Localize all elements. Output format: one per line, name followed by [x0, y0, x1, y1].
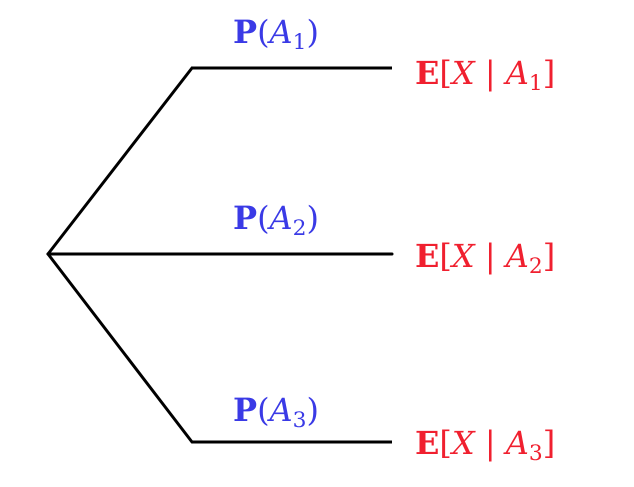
expectation-label-branch-2: E[X | A2]	[415, 237, 556, 277]
exp-subscript: 2	[528, 254, 543, 280]
exp-variable: X	[451, 424, 475, 462]
prob-close: )	[306, 13, 319, 51]
exp-subscript: 3	[528, 441, 543, 467]
exp-close: ]	[542, 237, 556, 275]
expectation-label-branch-1: E[X | A1]	[415, 54, 556, 94]
exp-open: [	[439, 237, 452, 275]
exp-function: E	[415, 424, 440, 462]
prob-open: (	[257, 13, 270, 51]
exp-separator: |	[474, 237, 506, 275]
exp-open: [	[439, 54, 452, 92]
exp-function: E	[415, 237, 440, 275]
prob-function: P	[233, 199, 258, 237]
prob-event: A	[269, 391, 293, 429]
exp-event: A	[505, 424, 529, 462]
prob-close: )	[306, 199, 319, 237]
exp-close: ]	[542, 54, 556, 92]
prob-subscript: 1	[292, 30, 307, 56]
exp-separator: |	[474, 54, 506, 92]
probability-label-branch-3: P(A3)	[233, 391, 319, 431]
exp-function: E	[415, 54, 440, 92]
branch-1-diagonal	[46, 66, 194, 256]
prob-open: (	[257, 199, 270, 237]
prob-close: )	[306, 391, 319, 429]
exp-variable: X	[451, 237, 475, 275]
expectation-label-branch-3: E[X | A3]	[415, 424, 556, 464]
exp-subscript: 1	[528, 71, 543, 97]
prob-function: P	[233, 13, 258, 51]
prob-function: P	[233, 391, 258, 429]
exp-close: ]	[542, 424, 556, 462]
exp-event: A	[505, 54, 529, 92]
exp-event: A	[505, 237, 529, 275]
prob-event: A	[269, 199, 293, 237]
exp-open: [	[439, 424, 452, 462]
probability-label-branch-2: P(A2)	[233, 199, 319, 239]
prob-event: A	[269, 13, 293, 51]
exp-variable: X	[451, 54, 475, 92]
branch-3-diagonal	[46, 252, 194, 444]
prob-subscript: 3	[292, 408, 307, 434]
probability-label-branch-1: P(A1)	[233, 13, 319, 53]
exp-separator: |	[474, 424, 506, 462]
prob-open: (	[257, 391, 270, 429]
prob-subscript: 2	[292, 216, 307, 242]
